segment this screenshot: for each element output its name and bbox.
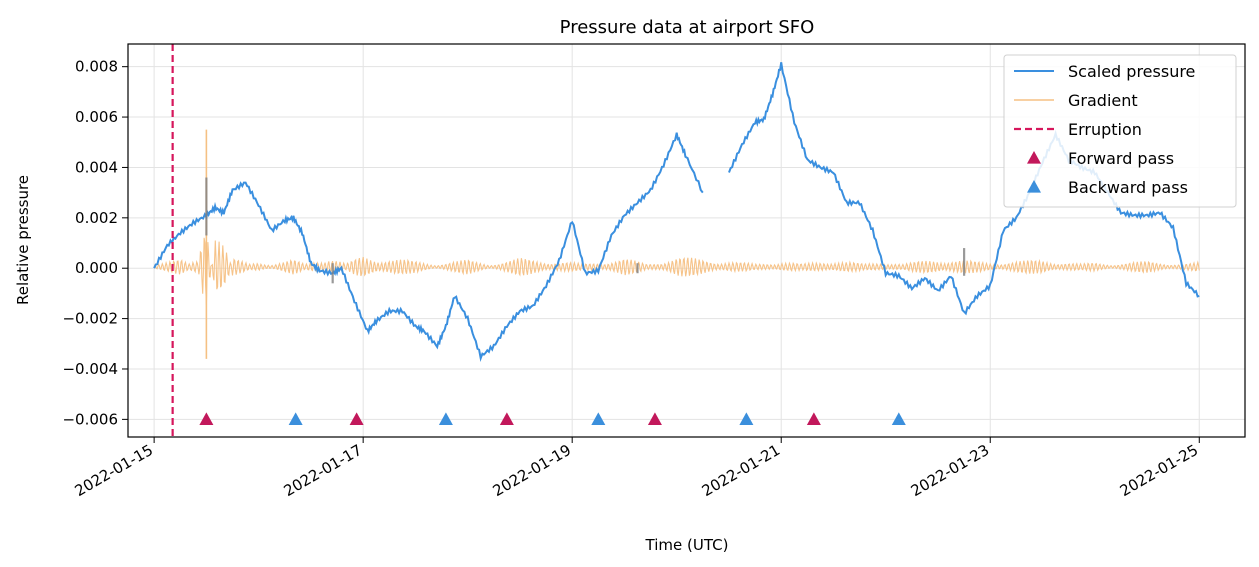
y-axis-label: Relative pressure (14, 175, 32, 305)
x-tick-label: 2022-01-17 (281, 441, 366, 500)
chart-title: Pressure data at airport SFO (560, 17, 815, 38)
y-tick-label: −0.006 (62, 410, 118, 428)
x-tick-label: 2022-01-15 (72, 441, 157, 500)
legend-item-forward-pass: Forward pass (1027, 149, 1174, 168)
legend: Scaled pressure Gradient Erruption Forward … (1003, 54, 1237, 208)
scaled-pressure-line (728, 62, 1200, 316)
forward-pass-marker (199, 412, 214, 425)
x-tick-label: 2022-01-25 (1117, 441, 1202, 500)
grid (128, 44, 1245, 437)
gradient-series-line (153, 237, 1200, 305)
y-tick-label: −0.004 (62, 360, 118, 378)
legend-box (1003, 54, 1237, 208)
y-tick-label: 0.008 (75, 58, 118, 76)
legend-label: Scaled pressure (1068, 62, 1195, 81)
backward-pass-marker (438, 412, 453, 425)
legend-label: Forward pass (1068, 149, 1174, 168)
plot-frame (127, 43, 1246, 438)
x-tick-label: 2022-01-23 (908, 441, 993, 500)
y-tick-label: −0.002 (62, 310, 118, 328)
backward-pass-marker (288, 412, 303, 425)
legend-item-gradient: Gradient (1014, 91, 1138, 110)
forward-pass-marker (647, 412, 662, 425)
legend-item-backward-pass: Backward pass (1027, 178, 1188, 197)
plot-area (153, 44, 1200, 437)
legend-label: Gradient (1068, 91, 1138, 110)
y-tick-label: 0.000 (75, 259, 118, 277)
legend-label: Backward pass (1068, 178, 1188, 197)
y-tick-label: 0.002 (75, 209, 118, 227)
x-axis-label: Time (UTC) (645, 536, 729, 554)
x-axis: 2022-01-15 2022-01-17 2022-01-19 2022-01-21… (72, 437, 1202, 500)
x-tick-label: 2022-01-19 (490, 441, 575, 500)
forward-pass-marker (349, 412, 364, 425)
legend-swatch (1027, 151, 1041, 164)
x-tick-label: 2022-01-21 (699, 441, 784, 500)
y-tick-label: 0.004 (75, 158, 118, 176)
legend-item-eruption: Erruption (1014, 120, 1142, 139)
backward-pass-marker (591, 412, 606, 425)
legend-item-scaled-pressure: Scaled pressure (1014, 62, 1195, 81)
legend-swatch (1027, 180, 1041, 193)
backward-pass-marker (891, 412, 906, 425)
backward-pass-marker (739, 412, 754, 425)
y-tick-label: 0.006 (75, 108, 118, 126)
legend-label: Erruption (1068, 120, 1142, 139)
y-axis: −0.006 −0.004 −0.002 0.000 0.002 0.004 0.006 0.… (62, 58, 128, 428)
forward-pass-marker (806, 412, 821, 425)
forward-pass-marker (499, 412, 514, 425)
scaled-pressure-line (153, 132, 704, 363)
